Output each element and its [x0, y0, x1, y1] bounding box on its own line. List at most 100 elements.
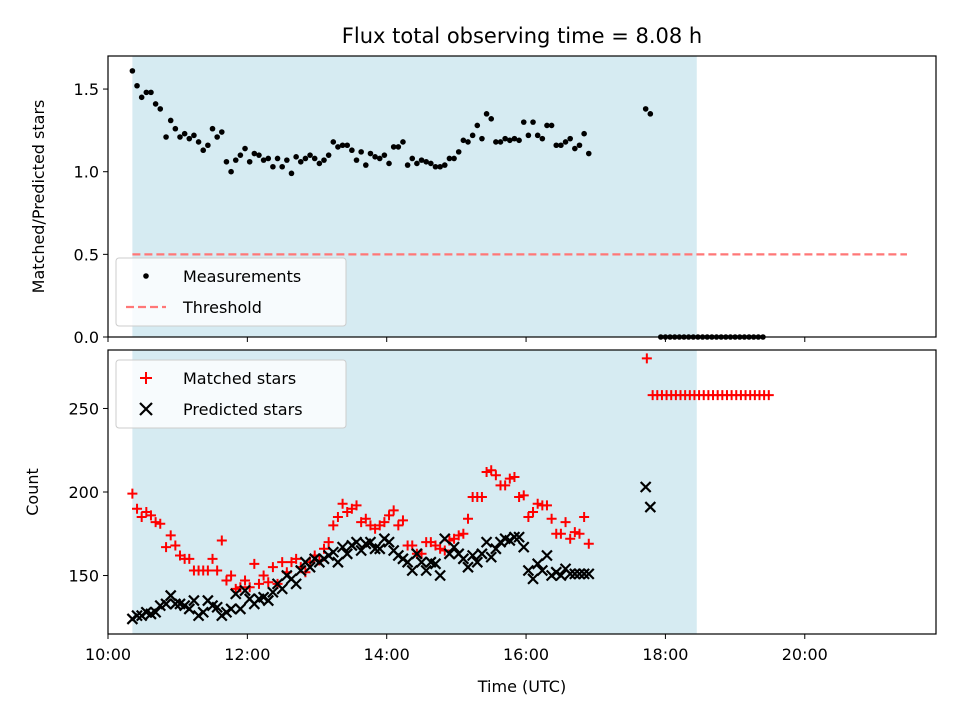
data-point: [181, 130, 188, 137]
data-point: [138, 94, 145, 101]
data-point: [458, 528, 469, 539]
data-point: [307, 152, 313, 158]
data-point: [207, 553, 218, 564]
data-point: [582, 568, 595, 580]
data-point: [197, 606, 210, 619]
data-point: [249, 558, 260, 569]
data-point: [150, 517, 161, 528]
data-point: [386, 160, 392, 167]
data-point: [363, 162, 369, 168]
data-point: [578, 568, 590, 580]
data-point: [434, 569, 446, 582]
data-point: [530, 119, 536, 125]
data-point: [415, 556, 428, 568]
data-point: [212, 565, 223, 576]
data-point: [536, 564, 549, 577]
data-point: [232, 157, 239, 163]
data-point: [339, 142, 346, 149]
data-point: [453, 530, 464, 541]
data-point: [234, 603, 247, 615]
y-tick-label: 250: [68, 399, 99, 418]
data-point: [463, 513, 473, 524]
data-point: [553, 142, 560, 149]
data-point: [500, 480, 511, 491]
data-point: [284, 157, 290, 163]
data-point: [525, 132, 532, 139]
data-point: [364, 536, 377, 548]
data-point: [448, 541, 460, 553]
data-point: [485, 551, 498, 563]
x-tick-label: 20:00: [782, 645, 828, 664]
data-point: [574, 528, 585, 539]
data-point: [441, 162, 448, 168]
data-point: [490, 470, 501, 481]
data-point: [471, 556, 484, 568]
data-point: [337, 498, 348, 509]
data-point: [446, 155, 453, 162]
data-point: [516, 137, 522, 144]
data-point: [205, 142, 211, 149]
data-point: [297, 158, 304, 165]
legend-box: [115, 257, 347, 327]
data-point: [265, 155, 272, 162]
data-point: [219, 129, 225, 135]
data-point: [132, 503, 143, 514]
data-point: [258, 570, 269, 581]
data-point: [558, 142, 564, 149]
data-point: [351, 500, 362, 511]
y-tick-label: 200: [68, 483, 99, 502]
data-point: [481, 466, 492, 477]
data-point: [148, 89, 154, 96]
data-point: [465, 139, 471, 145]
data-point: [476, 548, 488, 560]
data-point: [400, 139, 406, 145]
data-point: [455, 149, 462, 155]
data-point: [414, 160, 420, 167]
series-predicted-stars: [126, 481, 657, 625]
data-point: [274, 155, 281, 162]
data-point: [466, 549, 479, 562]
y-axis-label: Count: [23, 468, 42, 516]
data-point: [479, 135, 485, 142]
data-point: [443, 548, 456, 560]
data-point: [184, 553, 195, 564]
data-point: [226, 570, 237, 581]
data-point: [480, 536, 493, 548]
data-point: [325, 152, 332, 158]
data-point: [460, 137, 467, 144]
legend-box: [115, 359, 347, 429]
data-point: [246, 158, 253, 165]
data-point: [302, 155, 309, 162]
data-point: [350, 536, 363, 548]
data-point: [163, 134, 169, 140]
data-point: [469, 132, 476, 139]
data-point: [528, 507, 539, 518]
data-point: [518, 490, 529, 501]
data-point: [486, 465, 497, 476]
data-point: [161, 542, 172, 553]
data-point: [409, 155, 416, 162]
y-tick-label: 0.0: [74, 328, 99, 347]
data-point: [165, 530, 176, 541]
x-tick-label: 12:00: [224, 645, 270, 664]
data-point: [328, 520, 339, 531]
data-point: [332, 556, 344, 568]
data-point: [514, 492, 525, 503]
data-point: [195, 139, 202, 145]
data-point: [225, 603, 237, 615]
data-point: [384, 510, 395, 521]
data-point: [527, 573, 539, 585]
data-point: [230, 583, 241, 594]
y-tick-label: 0.5: [74, 245, 99, 264]
data-point: [216, 535, 227, 546]
legend: Matched stars Predicted stars: [115, 359, 347, 429]
data-point: [336, 541, 349, 553]
data-point: [548, 122, 555, 129]
data-point: [457, 553, 470, 565]
data-point: [291, 553, 302, 564]
data-point: [522, 564, 535, 577]
data-point: [172, 125, 179, 132]
x-tick-label: 16:00: [503, 645, 549, 664]
data-point: [644, 501, 657, 513]
data-point: [183, 603, 196, 615]
